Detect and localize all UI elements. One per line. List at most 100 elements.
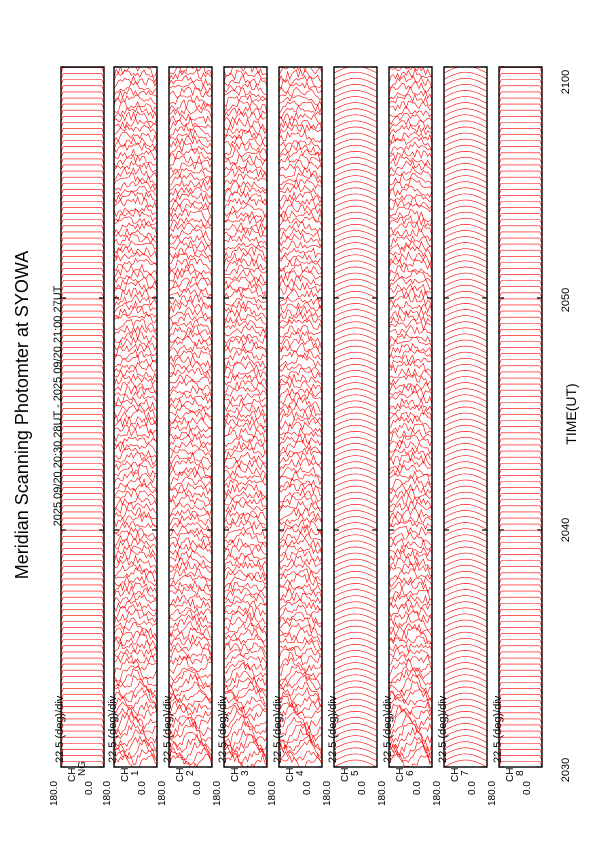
trace-line (279, 172, 322, 186)
trace-line (389, 688, 432, 705)
trace-line (114, 680, 157, 703)
trace-line (499, 353, 542, 360)
trace-line (279, 507, 322, 522)
trace-line (389, 306, 432, 321)
trace-line (61, 195, 104, 202)
trace-line (389, 228, 432, 242)
trace-line (61, 274, 104, 281)
trace-line (334, 224, 377, 232)
panel-frame (498, 66, 543, 768)
trace-line (389, 141, 432, 155)
trace-line (61, 505, 104, 512)
trace-line (169, 640, 212, 655)
trace-line (334, 504, 377, 512)
trace-line (334, 157, 377, 165)
trace-line (169, 269, 212, 283)
trace-line (499, 487, 542, 494)
trace-line (169, 703, 212, 726)
trace-line (61, 469, 104, 475)
angle-min-label: 0.0 (84, 781, 95, 795)
trace-line (224, 379, 267, 393)
trace-line (114, 293, 157, 309)
trace-line (279, 701, 322, 715)
trace-line (279, 617, 322, 630)
trace-line (279, 598, 322, 612)
panel-frame (168, 66, 213, 768)
trace-line (169, 733, 212, 758)
trace-line (499, 475, 542, 482)
trace-line (114, 422, 157, 435)
trace-line (444, 224, 487, 232)
trace-line (61, 755, 104, 762)
trace-line (444, 96, 487, 104)
trace-line (499, 402, 542, 408)
trace-line (499, 633, 542, 640)
trace-line (114, 648, 157, 659)
trace-line (279, 711, 322, 731)
trace-line (444, 357, 487, 366)
trace-line (279, 159, 322, 172)
trace-line (444, 589, 487, 597)
trace-line (224, 510, 267, 521)
angle-max-label: 180.0 (432, 781, 443, 806)
trace-line (499, 517, 542, 524)
trace-line (444, 108, 487, 116)
trace-line (169, 717, 212, 739)
trace-line (444, 747, 487, 756)
trace-line (169, 222, 212, 233)
trace-line (61, 511, 104, 518)
trace-line (114, 391, 157, 407)
trace-line (279, 330, 322, 345)
trace-line (444, 540, 487, 549)
trace-line (279, 403, 322, 418)
trace-line (444, 382, 487, 390)
trace-line (114, 336, 157, 351)
trace-line (169, 167, 212, 180)
trace-line (444, 309, 487, 317)
trace-line (114, 131, 157, 143)
trace-line (279, 611, 322, 626)
trace-line (334, 211, 377, 220)
trace-line (279, 349, 322, 361)
trace-line (169, 385, 212, 401)
trace-line (114, 652, 157, 664)
trace-line (61, 633, 104, 640)
trace-line (114, 222, 157, 236)
trace-line (279, 100, 322, 114)
trace-line (279, 446, 322, 459)
trace-line (61, 688, 104, 695)
trace-line (169, 420, 212, 437)
chart-title: Meridian Scanning Photomter at SYOWA (12, 251, 32, 579)
trace-line (61, 97, 104, 104)
trace-line (61, 298, 104, 305)
trace-line (61, 243, 104, 250)
trace-line (61, 578, 104, 585)
trace-line (61, 493, 104, 500)
panel-frame (223, 66, 268, 768)
trace-line (169, 294, 212, 309)
trace-line (224, 149, 267, 162)
trace-line (444, 686, 487, 695)
trace-line (224, 136, 267, 148)
trace-line (61, 359, 104, 366)
trace-line (169, 513, 212, 527)
trace-line (334, 424, 377, 433)
trace-line (114, 604, 157, 620)
trace-line (334, 278, 377, 287)
trace-line (279, 191, 322, 205)
trace-line (444, 668, 487, 676)
trace-line (389, 360, 432, 374)
trace-line (334, 704, 377, 713)
trace-line (334, 272, 377, 281)
trace-line (499, 128, 542, 135)
trace-line (279, 483, 322, 497)
trace-line (499, 292, 542, 299)
trace-line (389, 576, 432, 588)
trace-line (389, 270, 432, 284)
angle-min-label: 0.0 (247, 781, 258, 795)
trace-line (224, 324, 267, 340)
trace-line (499, 724, 542, 731)
trace-line (499, 237, 542, 244)
x-axis-label: TIME(UT) (563, 383, 579, 444)
